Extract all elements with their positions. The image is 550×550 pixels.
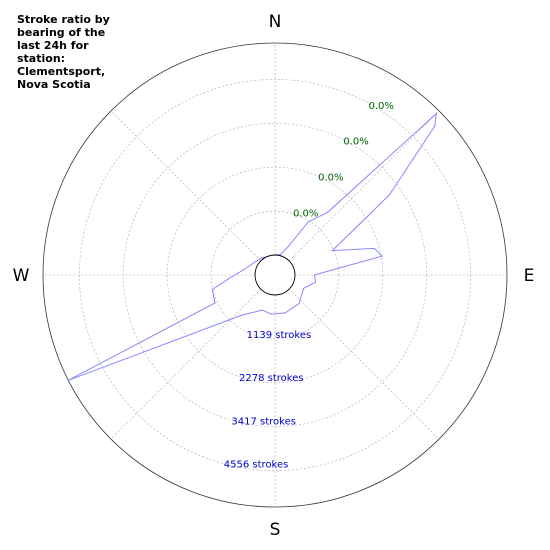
direction-label-w: W	[13, 266, 30, 286]
data-point	[298, 303, 300, 305]
grid-spoke-45	[288, 110, 440, 262]
data-point	[67, 379, 69, 381]
grid-ring-2	[122, 122, 428, 428]
data-point	[260, 257, 262, 259]
data-point	[214, 302, 216, 304]
grid-spoke-315	[110, 110, 262, 262]
data-point	[279, 253, 282, 256]
ring-count-label: 3417 strokes	[231, 416, 296, 427]
data-point	[270, 313, 273, 315]
data-point	[287, 245, 289, 247]
direction-label-s: S	[270, 520, 281, 540]
data-point	[381, 255, 383, 257]
grid-spoke-225	[110, 288, 262, 440]
data-point	[261, 309, 263, 311]
ring-count-label: 2278 strokes	[239, 373, 304, 384]
data-point	[303, 287, 305, 289]
ring-percent-label: 0.0%	[368, 101, 393, 112]
data-point	[434, 125, 436, 127]
grid-ring-0	[210, 210, 340, 340]
direction-label-e: E	[524, 266, 535, 286]
grid-ring-3	[79, 79, 471, 471]
outer-circle	[42, 42, 508, 508]
data-point	[307, 221, 309, 223]
chart-title: Stroke ratio by bearing of the last 24h …	[17, 13, 110, 91]
data-point	[373, 247, 375, 249]
grid-ring-1	[166, 166, 384, 384]
data-point	[313, 274, 315, 276]
data-point	[314, 281, 317, 283]
center-circle	[254, 254, 296, 296]
ring-count-label: 1139 strokes	[247, 330, 312, 341]
data-point	[240, 314, 242, 317]
series-line	[68, 112, 437, 381]
ring-count-label: 4556 strokes	[224, 460, 289, 471]
direction-label-n: N	[269, 12, 282, 32]
ring-percent-label: 0.0%	[293, 209, 318, 220]
data-point	[211, 288, 213, 291]
ring-percent-label: 0.0%	[318, 173, 343, 184]
data-point	[227, 278, 229, 280]
data-point	[435, 113, 437, 115]
data-point	[388, 194, 390, 196]
data-point	[284, 312, 286, 314]
grid-spoke-135	[288, 288, 440, 440]
data-point	[331, 250, 334, 252]
data-point	[243, 268, 245, 271]
data-point	[326, 211, 329, 214]
ring-percent-label: 0.0%	[343, 137, 368, 148]
